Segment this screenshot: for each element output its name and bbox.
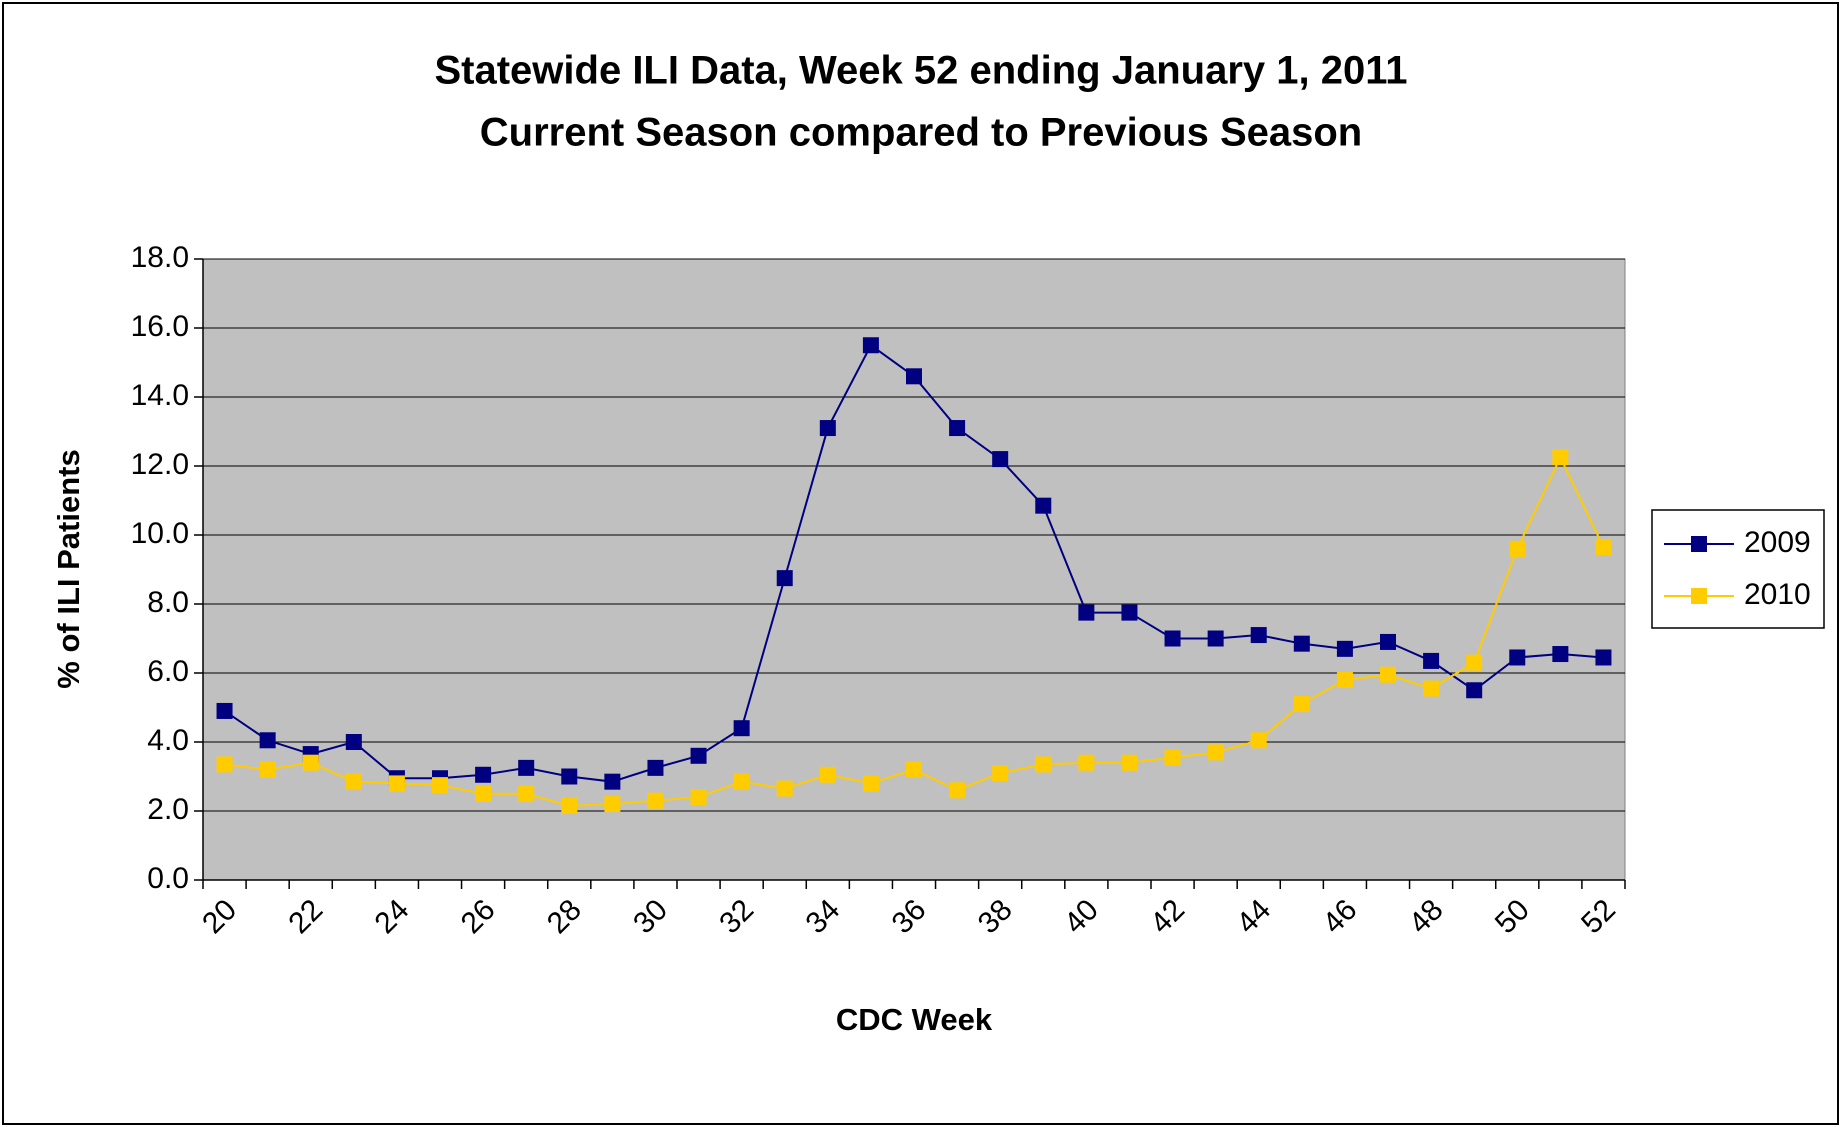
y-tick-label: 4.0 <box>147 724 189 757</box>
legend-label: 2009 <box>1744 526 1811 559</box>
data-point <box>1466 654 1483 671</box>
data-point <box>1250 732 1267 749</box>
data-point <box>1595 539 1612 556</box>
chart-subtitle: Current Season compared to Previous Seas… <box>480 111 1362 155</box>
data-point <box>1552 646 1569 663</box>
data-point <box>561 797 578 814</box>
data-point <box>690 789 707 806</box>
data-point <box>1035 756 1052 773</box>
data-point <box>906 368 922 385</box>
data-point <box>1078 604 1095 621</box>
x-axis-title: CDC Week <box>836 1002 993 1037</box>
data-point <box>1164 630 1181 647</box>
data-point <box>1207 630 1224 647</box>
data-point <box>518 759 535 776</box>
data-point <box>216 702 233 719</box>
data-point <box>949 420 966 437</box>
data-point <box>1207 744 1224 761</box>
y-tick-label: 16.0 <box>131 310 189 343</box>
data-point <box>1466 682 1483 699</box>
data-point <box>992 765 1009 782</box>
data-point <box>776 780 793 797</box>
data-point <box>604 796 621 813</box>
data-point <box>1509 649 1526 666</box>
data-point <box>1293 696 1310 713</box>
y-tick-label: 0.0 <box>147 862 189 895</box>
data-point <box>388 775 405 792</box>
data-point <box>1380 666 1396 683</box>
data-point <box>1336 640 1353 657</box>
data-point <box>819 420 836 437</box>
data-point <box>733 720 750 737</box>
data-point <box>1423 652 1440 669</box>
chart-title: Statewide ILI Data, Week 52 ending Janua… <box>434 49 1407 93</box>
data-point <box>475 785 492 802</box>
data-point <box>1035 497 1052 514</box>
legend-label: 2010 <box>1744 578 1811 611</box>
data-point <box>906 761 922 778</box>
data-point <box>776 570 793 587</box>
data-point <box>518 785 535 802</box>
data-point <box>561 768 578 785</box>
plot-area <box>202 258 1626 881</box>
data-point <box>345 734 362 750</box>
data-point <box>432 777 448 794</box>
data-point <box>302 754 319 771</box>
data-point <box>1509 540 1526 557</box>
data-point <box>1121 754 1138 771</box>
data-point <box>345 773 362 790</box>
data-point <box>949 782 966 799</box>
data-point <box>1380 633 1396 650</box>
y-tick-label: 12.0 <box>131 448 189 481</box>
data-point <box>604 773 621 790</box>
legend-box <box>1651 509 1825 629</box>
data-point <box>647 792 664 809</box>
data-point <box>1164 749 1181 766</box>
y-tick-label: 18.0 <box>131 241 189 274</box>
data-point <box>259 732 276 749</box>
y-tick-label: 8.0 <box>147 586 189 619</box>
data-point <box>1552 449 1569 466</box>
legend-marker <box>1691 588 1707 604</box>
data-point <box>1336 671 1353 688</box>
data-point <box>992 451 1009 468</box>
y-tick-label: 6.0 <box>147 655 189 688</box>
data-point <box>475 766 492 783</box>
data-point <box>259 761 276 778</box>
data-point <box>647 759 664 776</box>
data-point <box>733 773 750 790</box>
data-point <box>690 747 707 764</box>
data-point <box>1423 680 1440 697</box>
y-tick-label: 10.0 <box>131 517 189 550</box>
y-tick-label: 14.0 <box>131 379 189 412</box>
data-point <box>1078 754 1095 771</box>
y-axis-title: % of ILI Patients <box>51 449 86 688</box>
data-point <box>819 766 836 783</box>
y-tick-label: 2.0 <box>147 793 189 826</box>
data-point <box>1595 649 1612 666</box>
data-point <box>1250 627 1267 644</box>
data-point <box>1293 635 1310 652</box>
data-point <box>862 337 879 354</box>
data-point <box>1121 604 1138 621</box>
data-point <box>216 756 233 773</box>
legend-marker <box>1691 536 1707 552</box>
data-point <box>862 775 879 792</box>
